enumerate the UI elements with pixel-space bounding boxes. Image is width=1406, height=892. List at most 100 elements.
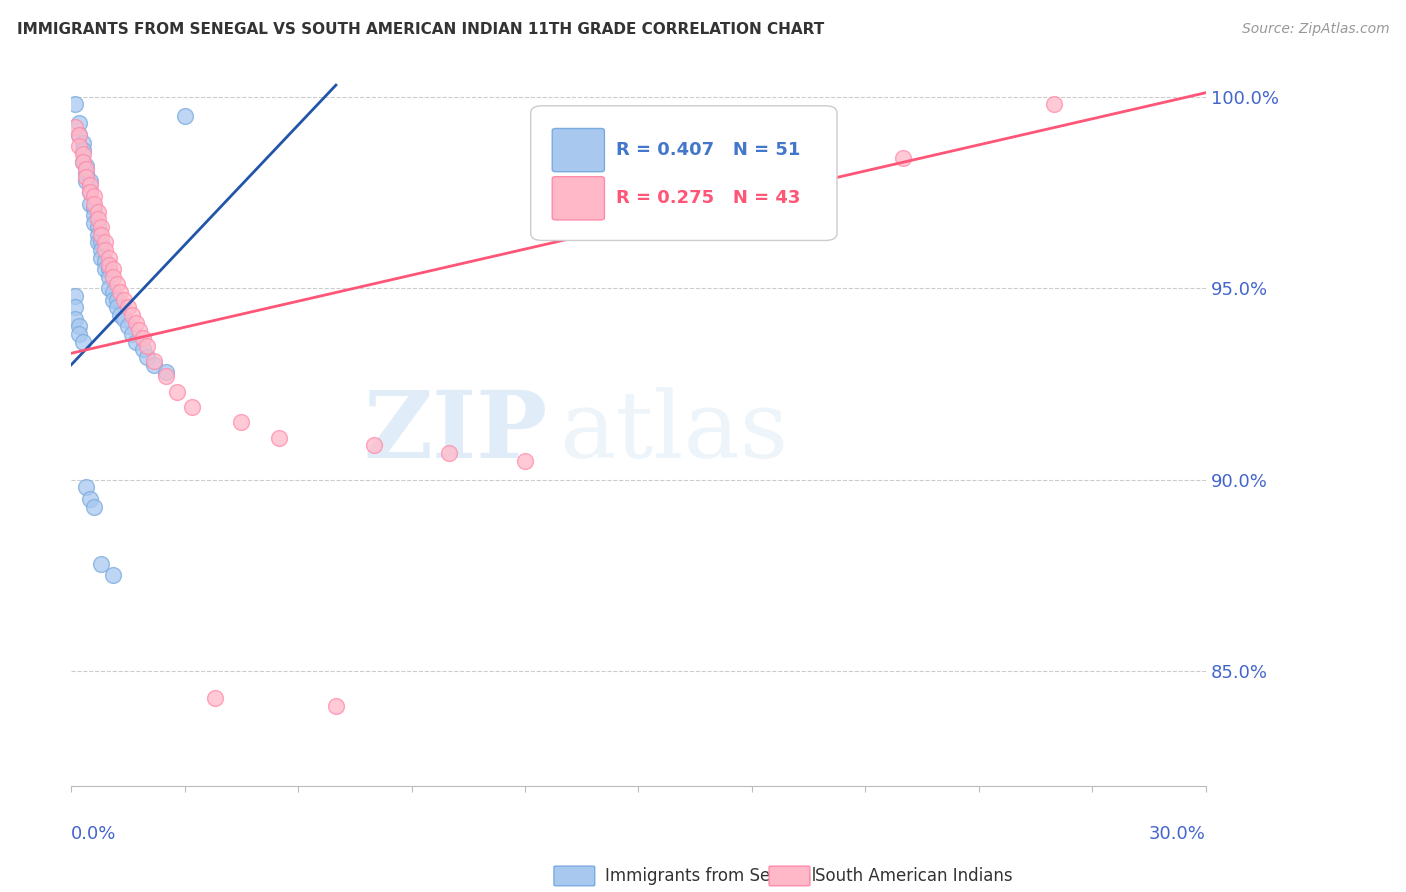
Point: [79, 186, 101, 200]
Point: [83, 216, 105, 230]
Point: [86, 204, 108, 219]
Point: [269, 431, 291, 445]
Point: [121, 308, 143, 322]
Point: [75, 480, 97, 494]
Point: [181, 400, 204, 414]
Point: [166, 384, 188, 399]
FancyBboxPatch shape: [553, 128, 605, 171]
Point: [132, 331, 155, 345]
Point: [86, 235, 108, 249]
Point: [90, 243, 112, 257]
Point: [204, 691, 226, 706]
Text: Immigrants from Senegal: Immigrants from Senegal: [605, 867, 815, 885]
FancyBboxPatch shape: [553, 177, 605, 220]
Point: [110, 308, 132, 322]
Point: [98, 258, 121, 272]
Point: [63, 97, 86, 112]
Point: [63, 301, 86, 315]
Point: [143, 354, 166, 368]
Text: IMMIGRANTS FROM SENEGAL VS SOUTH AMERICAN INDIAN 11TH GRADE CORRELATION CHART: IMMIGRANTS FROM SENEGAL VS SOUTH AMERICA…: [17, 22, 824, 37]
Text: South American Indians: South American Indians: [815, 867, 1014, 885]
Point: [94, 235, 117, 249]
Point: [75, 159, 97, 173]
Point: [94, 254, 117, 268]
Text: ZIP: ZIP: [363, 387, 548, 477]
Point: [72, 334, 94, 349]
Text: atlas: atlas: [560, 387, 789, 477]
Point: [143, 358, 166, 372]
Point: [105, 277, 128, 292]
Point: [101, 269, 124, 284]
Point: [72, 154, 94, 169]
Point: [439, 446, 461, 460]
Point: [90, 251, 112, 265]
Point: [128, 323, 150, 337]
Point: [75, 166, 97, 180]
Point: [67, 116, 90, 130]
Point: [72, 143, 94, 157]
Point: [155, 366, 177, 380]
Point: [63, 120, 86, 135]
Point: [83, 197, 105, 211]
Point: [79, 186, 101, 200]
Point: [231, 415, 253, 429]
Point: [98, 269, 121, 284]
Point: [86, 212, 108, 227]
Point: [135, 350, 157, 364]
Point: [67, 319, 90, 334]
Point: [90, 557, 112, 571]
Point: [363, 438, 385, 452]
Point: [117, 301, 139, 315]
Point: [90, 235, 112, 249]
Point: [67, 128, 90, 142]
Point: [83, 208, 105, 222]
Text: R = 0.275   N = 43: R = 0.275 N = 43: [616, 189, 800, 207]
Point: [121, 327, 143, 342]
Point: [1043, 97, 1066, 112]
Point: [124, 316, 146, 330]
Point: [75, 169, 97, 184]
Point: [72, 147, 94, 161]
Text: 0.0%: 0.0%: [72, 824, 117, 843]
Point: [86, 227, 108, 242]
Text: Source: ZipAtlas.com: Source: ZipAtlas.com: [1241, 22, 1389, 37]
Point: [98, 262, 121, 277]
Point: [110, 285, 132, 299]
Point: [83, 500, 105, 514]
Point: [132, 343, 155, 357]
Point: [75, 162, 97, 177]
Point: [86, 219, 108, 234]
Point: [94, 243, 117, 257]
Point: [513, 453, 536, 467]
Point: [75, 174, 97, 188]
Point: [63, 311, 86, 326]
Point: [90, 227, 112, 242]
Point: [101, 262, 124, 277]
Text: R = 0.407   N = 51: R = 0.407 N = 51: [616, 141, 800, 159]
Point: [98, 281, 121, 295]
Text: 30.0%: 30.0%: [1149, 824, 1206, 843]
Point: [90, 219, 112, 234]
Point: [105, 301, 128, 315]
FancyBboxPatch shape: [530, 106, 837, 241]
Point: [83, 201, 105, 215]
Point: [79, 178, 101, 192]
Point: [63, 289, 86, 303]
Point: [79, 174, 101, 188]
Point: [173, 109, 195, 123]
Point: [325, 698, 347, 713]
Point: [83, 189, 105, 203]
Point: [135, 338, 157, 352]
Point: [94, 262, 117, 277]
Point: [72, 136, 94, 150]
Point: [72, 154, 94, 169]
Point: [79, 491, 101, 506]
Point: [101, 285, 124, 299]
Point: [124, 334, 146, 349]
Point: [101, 568, 124, 582]
Point: [117, 319, 139, 334]
Point: [98, 251, 121, 265]
Point: [101, 293, 124, 307]
Point: [79, 197, 101, 211]
Point: [112, 293, 135, 307]
